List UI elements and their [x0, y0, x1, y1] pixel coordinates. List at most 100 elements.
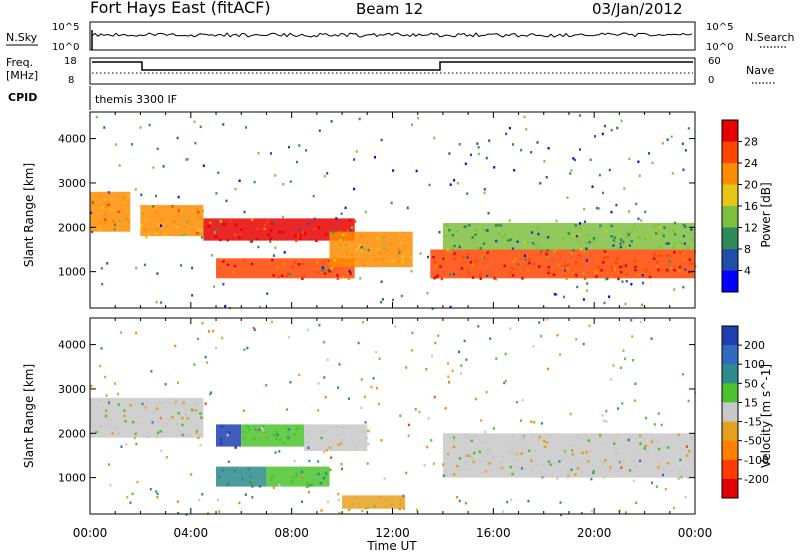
power-scatter-point [446, 223, 449, 227]
power-scatter-point [530, 151, 533, 154]
velocity-scatter-point [463, 468, 466, 471]
velocity-scatter-point [195, 431, 198, 434]
velocity-colorbar-swatch [722, 402, 738, 422]
velocity-scatter-point [215, 346, 217, 350]
velocity-scatter-point [566, 475, 570, 479]
power-scatter-point [583, 220, 586, 223]
velocity-scatter-point [483, 459, 486, 462]
power-scatter-point [485, 156, 488, 160]
power-scatter-point [497, 232, 501, 235]
velocity-scatter-point [200, 416, 203, 419]
power-scatter-point [183, 232, 187, 236]
power-scatter-point [670, 135, 673, 138]
power-scatter-point [234, 187, 237, 191]
power-scatter-point [579, 148, 581, 151]
power-scatter-point [617, 272, 621, 275]
velocity-scatter-point [677, 477, 680, 481]
power-scatter-point [436, 274, 439, 277]
velocity-scatter-point [567, 472, 571, 476]
power-scatter-point [122, 196, 126, 200]
power-scatter-point [263, 227, 266, 231]
power-scatter-point [585, 289, 588, 292]
power-scatter-point [139, 126, 142, 129]
power-scatter-point [176, 136, 179, 140]
power-scatter-point [671, 172, 674, 175]
power-scatter-point [291, 266, 295, 269]
velocity-scatter-point [360, 406, 363, 410]
power-scatter-point [583, 277, 587, 280]
velocity-scatter-point [678, 469, 682, 472]
power-scatter-point [446, 248, 449, 251]
power-scatter-point [91, 230, 94, 234]
velocity-scatter-point [338, 363, 341, 366]
power-scatter-point [103, 221, 106, 225]
power-scatter-point [161, 217, 164, 220]
power-scatter-point [578, 226, 582, 229]
velocity-scatter-point [669, 470, 673, 473]
velocity-scatter-point [660, 423, 663, 427]
power-scatter-point [453, 179, 456, 182]
power-scatter-point [315, 261, 319, 264]
power-scatter-point [155, 232, 158, 235]
power-scatter-point [201, 209, 204, 213]
velocity-scatter-point [474, 434, 478, 438]
power-scatter-point [160, 301, 163, 304]
velocity-scatter-point [500, 461, 503, 464]
power-scatter-point [156, 272, 159, 275]
power-scatter-point [305, 149, 307, 152]
power-scatter-point [592, 239, 595, 243]
power-scatter-point [250, 240, 254, 243]
power-scatter-point [674, 233, 677, 236]
power-scatter-point [524, 254, 526, 257]
power-scatter-point [400, 294, 403, 298]
velocity-scatter-point [113, 429, 116, 432]
velocity-scatter-point [177, 381, 179, 384]
power-scatter-point [156, 223, 159, 226]
power-scatter-point [603, 256, 606, 259]
power-scatter-point [444, 234, 447, 237]
power-scatter-point [380, 138, 383, 142]
velocity-scatter-point [206, 361, 209, 364]
velocity-scatter-point [488, 462, 491, 465]
power-scatter-point [453, 257, 457, 261]
velocity-scatter-point [664, 487, 667, 491]
velocity-scatter-point [479, 461, 482, 464]
velocity-scatter-point [201, 493, 204, 496]
power-scatter-point [520, 148, 523, 152]
velocity-scatter-point [544, 473, 547, 476]
power-scatter-point [604, 230, 608, 233]
power-scatter-point [103, 218, 107, 221]
power-scatter-point [360, 246, 363, 249]
power-scatter-point [141, 212, 144, 216]
velocity-data-layer [90, 318, 697, 517]
power-scatter-point [299, 234, 302, 237]
power-scatter-point [594, 135, 596, 138]
power-scatter-point [100, 267, 103, 270]
power-scatter-point [589, 158, 592, 162]
velocity-scatter-point [416, 508, 418, 512]
velocity-scatter-point [547, 367, 550, 371]
velocity-scatter-point [335, 424, 339, 428]
power-scatter-point [660, 232, 664, 236]
velocity-scatter-point [650, 337, 653, 340]
velocity-scatter-point [581, 438, 585, 441]
power-scatter-point [458, 143, 461, 146]
velocity-scatter-point [120, 409, 124, 412]
power-colorbar-tick-label: 12 [744, 222, 758, 235]
power-scatter-point [674, 221, 677, 225]
station-title: Fort Hays East (fitACF) [90, 0, 271, 17]
velocity-scatter-point [271, 475, 274, 478]
power-scatter-point [274, 174, 277, 177]
power-scatter-point [613, 236, 616, 239]
freq-left-label-2: [MHz] [6, 69, 38, 82]
velocity-scatter-point [502, 510, 505, 513]
power-scatter-point [644, 210, 647, 214]
velocity-scatter-point [556, 334, 559, 337]
power-scatter-point [103, 213, 106, 216]
power-scatter-point [135, 266, 138, 270]
power-scatter-point [152, 166, 155, 169]
velocity-scatter-point [631, 359, 634, 362]
velocity-scatter-point [198, 498, 201, 502]
power-scatter-point [277, 275, 280, 279]
velocity-scatter-point [107, 403, 111, 407]
